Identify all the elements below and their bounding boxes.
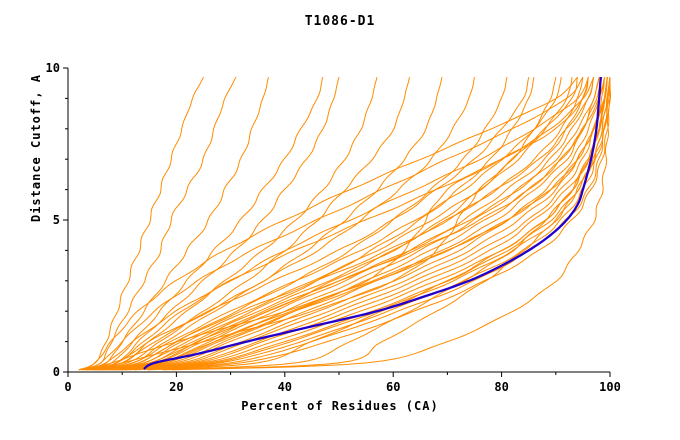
best-model-curve [143, 77, 602, 370]
model-curve [78, 76, 578, 371]
model-curve [100, 77, 608, 371]
model-curve [83, 77, 324, 371]
axis-frame [67, 68, 610, 373]
x-tick-label: 60 [386, 380, 400, 394]
model-curve [83, 77, 589, 371]
chart-title: T1086-D1 [304, 14, 376, 29]
x-tick-label: 100 [599, 380, 621, 394]
model-curve [98, 77, 600, 371]
model-curve [100, 76, 589, 371]
model-curve [78, 76, 204, 371]
model-curve [102, 77, 608, 371]
model-curve [81, 76, 269, 371]
model-curve [94, 76, 535, 371]
x-tick-label: 80 [494, 380, 508, 394]
model-curve [172, 77, 611, 371]
x-tick-label: 40 [278, 380, 292, 394]
model-curve [84, 76, 589, 371]
model-curve [90, 76, 443, 371]
y-tick-label: 5 [53, 213, 60, 227]
model-curve [79, 76, 584, 371]
x-tick-label: 0 [64, 380, 71, 394]
model-curve [86, 77, 378, 371]
model-curve [84, 77, 530, 371]
model-curve [79, 76, 237, 371]
model-curve [121, 77, 611, 371]
model-curve [81, 76, 595, 371]
model-curve [86, 76, 475, 371]
model-curve [94, 77, 573, 371]
model-curve [134, 77, 608, 371]
x-axis-label: Percent of Residues (CA) [241, 399, 439, 413]
model-curve [92, 77, 595, 371]
y-tick-label: 0 [53, 365, 60, 379]
model-curve [111, 77, 608, 371]
model-curve [84, 76, 340, 371]
model-curve [86, 77, 578, 371]
model-curve [88, 76, 410, 371]
model-curve [147, 77, 608, 371]
model-curve [103, 76, 600, 371]
model-curve [124, 77, 611, 371]
x-tick-label: 20 [169, 380, 183, 394]
model-curve [128, 77, 611, 371]
y-tick-label: 10 [46, 61, 60, 75]
model-curve [162, 77, 611, 371]
